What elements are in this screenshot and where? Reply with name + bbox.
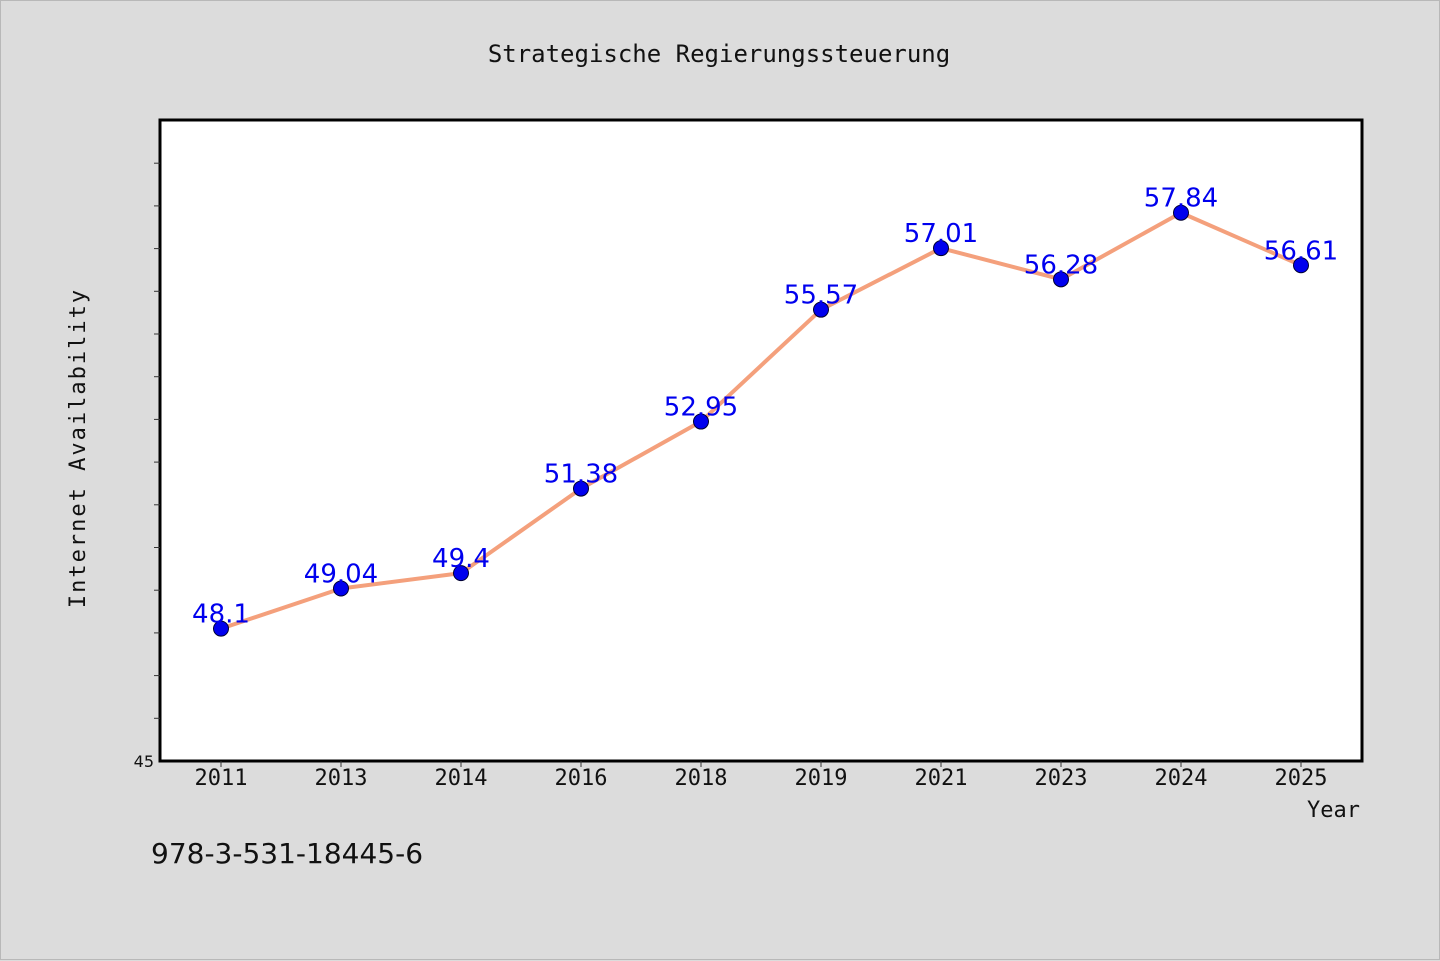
x-tick-label: 2021 [915, 766, 968, 791]
data-point-marker [933, 240, 949, 257]
x-axis-ticks: 2011 2013 2014 2016 2018 2019 2021 2023 2024 2025 [195, 761, 1328, 791]
data-point-marker [813, 301, 829, 318]
data-label: 51.38 [544, 460, 618, 490]
footer-isbn: 978-3-531-18445-6 [151, 837, 423, 870]
x-tick-label: 2019 [795, 766, 848, 791]
data-label: 57.84 [1144, 184, 1218, 214]
data-point-marker [333, 580, 349, 597]
x-tick-label: 2025 [1275, 766, 1328, 791]
data-point-marker [453, 565, 469, 582]
y-axis-title: Internet Availability [66, 288, 91, 608]
data-point-marker [573, 480, 589, 497]
x-tick-label: 2018 [675, 766, 728, 791]
series-layer: 48.1 49.04 49.4 51.38 52.95 55.57 57.01 56.28 57… [192, 184, 1338, 637]
chart-title: Strategische Regierungssteuerung [488, 40, 950, 68]
x-tick-label: 2011 [195, 766, 248, 791]
x-tick-label: 2013 [315, 766, 368, 791]
y-tick-label: 45 [134, 752, 154, 771]
data-point-marker [213, 620, 229, 637]
data-label: 49.4 [432, 544, 490, 574]
data-point-marker [1053, 271, 1069, 288]
series-line [219, 210, 1303, 631]
x-tick-label: 2024 [1155, 766, 1208, 791]
data-point-marker [693, 413, 709, 430]
data-label: 55.57 [784, 281, 858, 311]
data-point-marker [1173, 204, 1189, 221]
plot-area [158, 118, 1364, 763]
data-label: 56.61 [1264, 236, 1338, 266]
data-point-marker [1293, 257, 1309, 274]
data-label: 57.01 [904, 219, 978, 249]
x-tick-label: 2014 [435, 766, 488, 791]
data-label: 56.28 [1024, 250, 1098, 280]
data-label: 49.04 [304, 559, 378, 589]
y-axis-ticks: 45 [134, 162, 160, 771]
x-tick-label: 2023 [1035, 766, 1088, 791]
data-label: 52.95 [664, 393, 738, 423]
x-axis-title: Year [1307, 798, 1360, 823]
data-label: 48.1 [192, 600, 250, 630]
x-tick-label: 2016 [555, 766, 608, 791]
